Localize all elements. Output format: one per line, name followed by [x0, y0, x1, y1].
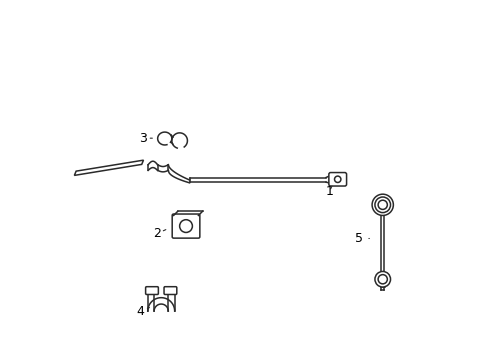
FancyBboxPatch shape — [172, 214, 200, 238]
Text: 1: 1 — [325, 185, 333, 198]
FancyBboxPatch shape — [163, 287, 177, 294]
Circle shape — [334, 176, 340, 183]
Text: 2: 2 — [152, 228, 165, 240]
Circle shape — [377, 200, 386, 210]
Circle shape — [179, 220, 192, 233]
Text: 5: 5 — [355, 232, 368, 245]
Text: 4: 4 — [137, 305, 149, 318]
Circle shape — [374, 197, 390, 213]
FancyBboxPatch shape — [145, 287, 158, 294]
FancyBboxPatch shape — [328, 172, 346, 186]
Circle shape — [371, 194, 392, 215]
Polygon shape — [74, 160, 143, 175]
Text: 3: 3 — [139, 132, 152, 145]
Circle shape — [377, 275, 386, 284]
Circle shape — [374, 271, 390, 287]
